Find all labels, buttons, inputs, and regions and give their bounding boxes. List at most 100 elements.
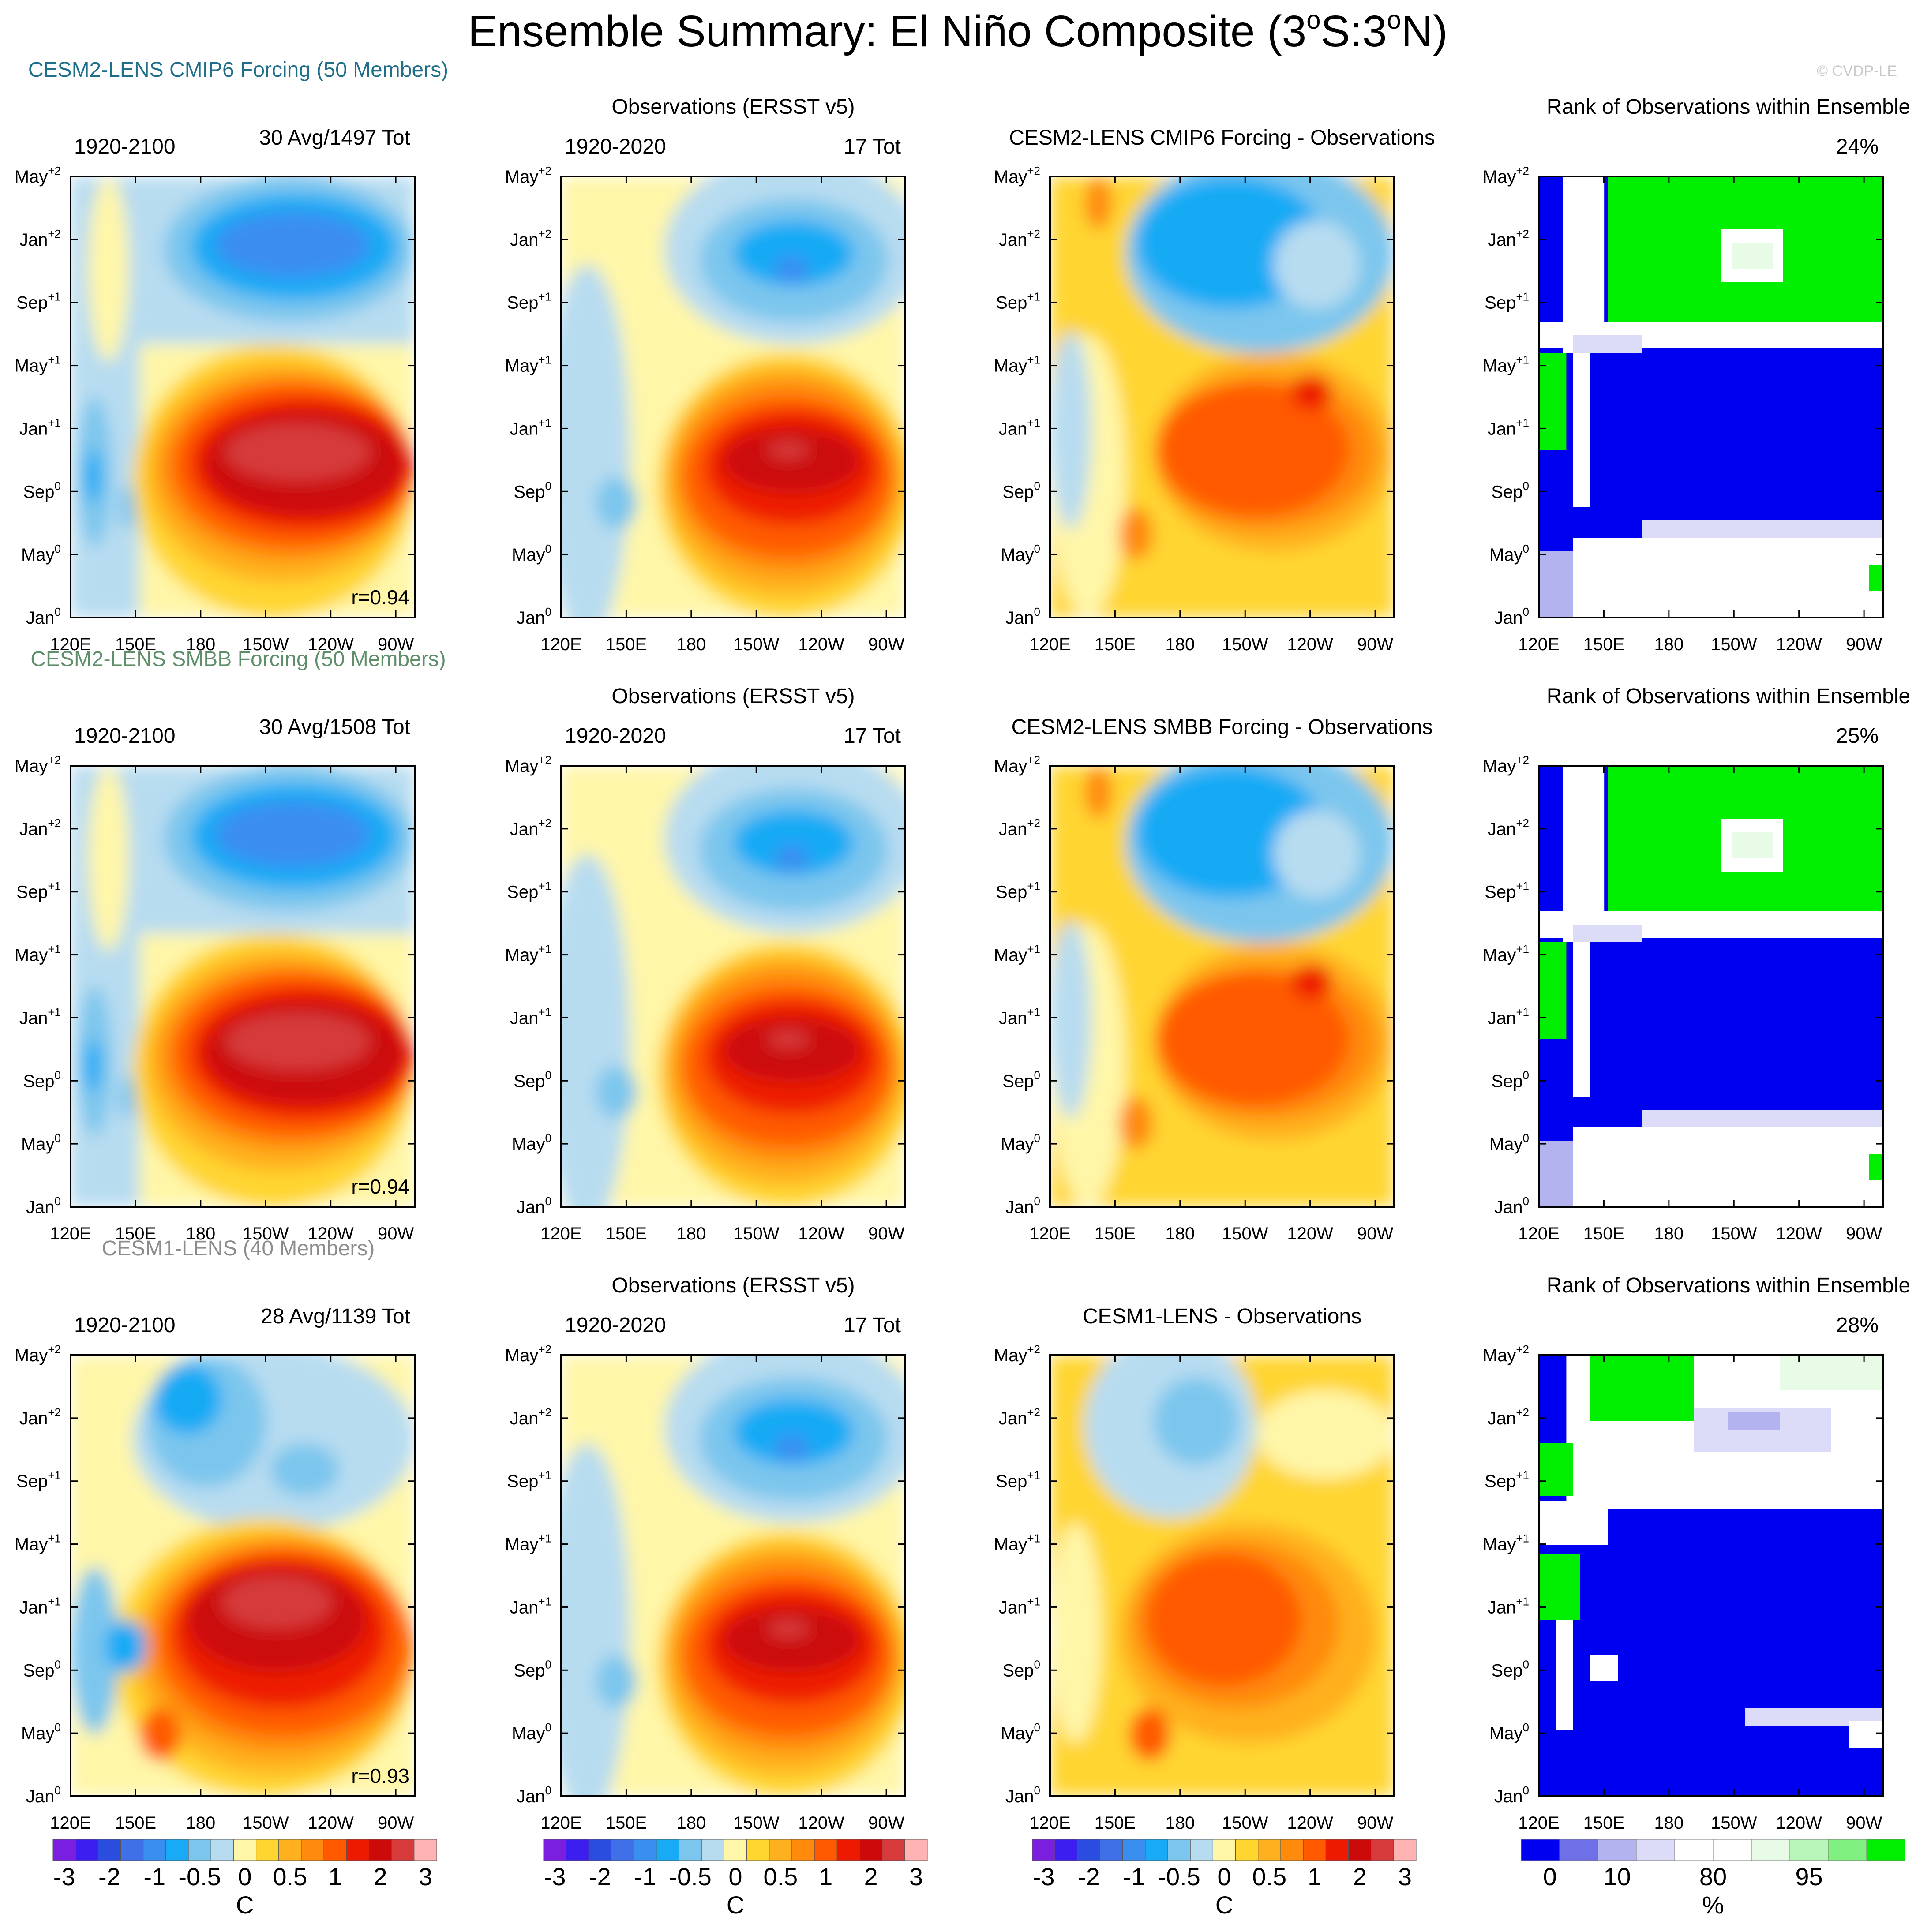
heatmap-blob <box>105 1620 146 1673</box>
colorbar-label: -3 <box>53 1863 75 1891</box>
colorbar-label: 0 <box>1543 1863 1557 1891</box>
x-tick-label: 120W <box>798 635 844 654</box>
heatmap-blob <box>768 1620 809 1637</box>
heatmap-cell <box>1849 1721 1883 1748</box>
y-tick-label: May0 <box>1489 542 1529 565</box>
y-tick-label: May0 <box>21 1131 61 1154</box>
colorbar-swatch <box>836 1839 860 1861</box>
y-tick-label: May0 <box>1001 1131 1040 1154</box>
colorbar-label: 0.5 <box>763 1863 798 1891</box>
colorbar-swatch <box>368 1839 392 1861</box>
y-tick-label: May+1 <box>505 1532 551 1554</box>
plot-frame <box>70 1354 416 1797</box>
panel-rank: Jan0 May0 Sep0 Jan+1 May+1 Sep+1 Jan+2 May+2 120… <box>1483 1274 1910 1833</box>
y-tick-label: May+1 <box>1483 1532 1529 1554</box>
heatmap-cell <box>1869 1154 1883 1180</box>
colorbar-swatch <box>1597 1839 1637 1861</box>
model-row-label: CESM2-LENS CMIP6 Forcing (50 Members) <box>28 58 448 82</box>
x-tick-label: 180 <box>186 1224 215 1243</box>
y-tick-label: Jan0 <box>517 605 551 628</box>
colorbar-swatch <box>1212 1839 1236 1861</box>
colorbar-label: 80 <box>1699 1863 1727 1891</box>
panel-model: Jan0 May0 Sep0 Jan+1 May+1 Sep+1 Jan+2 May+2 120… <box>15 715 416 1243</box>
heatmap-cell <box>1590 1355 1694 1421</box>
heatmap-blob <box>215 801 370 867</box>
heatmap-cell <box>1573 538 1883 618</box>
y-tick-label: May+2 <box>994 164 1040 187</box>
y-tick-label: May+1 <box>505 353 551 376</box>
model-row-label: CESM1-LENS (40 Members) <box>102 1237 375 1260</box>
y-tick-label: Sep+1 <box>507 1469 551 1491</box>
x-tick-label: 150E <box>1095 635 1136 654</box>
x-tick-label: 150E <box>606 1224 647 1243</box>
x-tick-label: 150E <box>1583 1224 1624 1243</box>
colorbar-label: 10 <box>1603 1863 1631 1891</box>
heatmap-field <box>561 766 905 1207</box>
panel-count-label: 17 Tot <box>844 135 901 158</box>
y-tick-label: Sep+1 <box>996 880 1040 902</box>
heatmap-blob <box>1291 375 1332 410</box>
pattern-correlation-label: r=0.94 <box>351 586 409 609</box>
heatmap-blob <box>1084 766 1112 819</box>
heatmap-cell <box>1728 1412 1780 1430</box>
heatmap-blob <box>774 845 809 872</box>
x-tick-label: 90W <box>868 635 904 654</box>
y-tick-label: May0 <box>512 1721 551 1743</box>
y-tick-label: Jan+1 <box>1488 1005 1529 1028</box>
x-tick-label: 120E <box>1029 1224 1070 1243</box>
heatmap-cell <box>1642 520 1883 538</box>
heatmap-cell <box>1780 1355 1883 1390</box>
x-tick-label: 120E <box>540 1813 581 1833</box>
colorbar-label: -0.5 <box>178 1863 221 1891</box>
panel-rank: Jan0 May0 Sep0 Jan+1 May+1 Sep+1 Jan+2 May+2 120… <box>1483 685 1910 1243</box>
x-tick-label: 150E <box>1583 635 1624 654</box>
colorbar-swatch <box>346 1839 369 1861</box>
plot-frame <box>560 765 906 1208</box>
colorbar-swatch <box>701 1839 724 1861</box>
x-tick-label: 120E <box>1518 1224 1559 1243</box>
colorbar-label: 2 <box>1353 1863 1366 1891</box>
colorbar-swatch <box>904 1839 928 1861</box>
colorbar-swatch <box>1348 1839 1372 1861</box>
y-tick-label: Sep+1 <box>16 290 61 313</box>
watermark: © CVDP-LE <box>1817 63 1897 79</box>
y-tick-label: May0 <box>1001 542 1040 565</box>
colorbar-swatch <box>233 1839 257 1861</box>
colorbar-label: 2 <box>373 1863 387 1891</box>
y-tick-label: Sep0 <box>1002 479 1040 502</box>
heatmap-blob <box>84 450 102 503</box>
colorbar-label: 0.5 <box>273 1863 307 1891</box>
x-tick-label: 120E <box>1029 635 1070 654</box>
heatmap-blob <box>774 256 809 282</box>
heatmap-field <box>1050 766 1394 1207</box>
panel-title: Rank of Observations within Ensemble <box>1547 95 1910 119</box>
x-tick-label: 180 <box>1165 1813 1195 1833</box>
heatmap-blob <box>1119 1097 1153 1149</box>
x-tick-label: 90W <box>1846 1224 1882 1243</box>
plot-frame <box>560 176 906 618</box>
y-tick-label: Jan+1 <box>510 1005 551 1028</box>
heatmap-blob <box>88 176 129 362</box>
plot-frame <box>1538 1354 1884 1797</box>
plot-frame <box>1538 765 1884 1208</box>
heatmap-field <box>1539 766 1883 1207</box>
colorbar-label: -3 <box>1033 1863 1055 1891</box>
y-tick-label: Jan0 <box>1494 1784 1529 1806</box>
y-tick-label: Jan+2 <box>999 816 1040 839</box>
colorbar-swatch <box>746 1839 770 1861</box>
colorbar-swatch <box>1077 1839 1101 1861</box>
y-tick-label: Jan+1 <box>510 416 551 438</box>
colorbar-swatch <box>278 1839 302 1861</box>
panel-count-label: 25% <box>1836 724 1879 748</box>
colorbar-unit: C <box>236 1891 254 1919</box>
heatmap-cell <box>1573 925 1642 942</box>
heatmap-blob <box>225 1013 370 1070</box>
heatmap-cell <box>1642 1110 1883 1127</box>
panel-rank: Jan0 May0 Sep0 Jan+1 May+1 Sep+1 Jan+2 May+2 120… <box>1483 95 1910 654</box>
colorbar-label: 3 <box>909 1863 923 1891</box>
colorbar-swatch <box>1636 1839 1675 1861</box>
x-tick-label: 180 <box>676 1813 706 1833</box>
panel-title: Observations (ERSST v5) <box>611 1274 855 1297</box>
colorbar-swatch <box>588 1839 612 1861</box>
